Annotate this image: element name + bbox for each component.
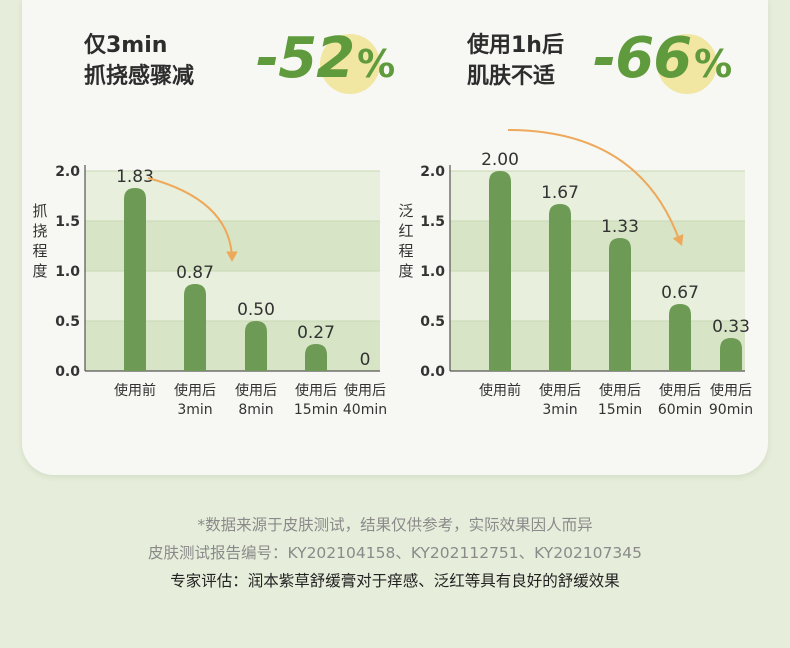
y-axis-label: 度: [32, 262, 47, 280]
highlight-blob: [657, 34, 717, 94]
bar: [669, 304, 691, 371]
y-tick-label: 1.5: [420, 214, 445, 230]
percent-left-unit: %: [357, 42, 395, 86]
footnote-expert: 专家评估：润本紫草舒缓膏对于痒感、泛红等具有良好的舒缓效果: [170, 572, 620, 590]
bar: [609, 238, 631, 371]
data-label: 1.67: [541, 183, 579, 203]
footnote-source: *数据来源于皮肤测试，结果仅供参考，实际效果因人而异: [197, 516, 593, 534]
x-tick-label: 使用后: [710, 382, 752, 399]
y-tick-label: 0.5: [420, 314, 445, 330]
data-label: 1.33: [601, 217, 639, 237]
x-tick-label: 使用后: [235, 382, 277, 399]
data-label: 0.67: [661, 283, 699, 303]
percent-left: -52%: [256, 26, 395, 91]
x-tick-label: 使用前: [479, 382, 521, 399]
x-tick-label: 3min: [542, 402, 577, 418]
bar: [720, 338, 742, 371]
x-tick-label: 使用后: [344, 382, 386, 399]
y-tick-label: 1.0: [420, 264, 445, 280]
y-axis-label: 红: [398, 222, 413, 240]
y-axis-label: 度: [398, 262, 413, 280]
headline-left-text: 仅3min 抓挠感骤减: [84, 30, 194, 92]
highlight-blob: [320, 34, 380, 94]
data-label: 0.33: [712, 317, 750, 337]
trend-arrow: [147, 177, 233, 259]
x-tick-label: 3min: [177, 402, 212, 418]
y-tick-label: 0.0: [420, 364, 445, 380]
y-tick-label: 1.5: [55, 214, 80, 230]
data-label: 0.50: [237, 300, 275, 320]
x-tick-label: 40min: [343, 402, 387, 418]
footnote-report: 皮肤测试报告编号：KY202104158、KY202112751、KY20210…: [147, 544, 642, 562]
y-axis-label: 程: [398, 242, 413, 260]
data-label: 2.00: [481, 150, 519, 170]
data-label: 0.87: [176, 263, 214, 283]
headline-right: 使用1h后 肌肤不适 -66%: [467, 26, 767, 106]
percent-right: -66%: [593, 26, 732, 91]
bar: [305, 344, 327, 371]
x-tick-label: 90min: [709, 402, 753, 418]
y-tick-label: 2.0: [55, 164, 80, 180]
bar: [184, 284, 206, 371]
bar: [549, 204, 571, 371]
headline-left: 仅3min 抓挠感骤减 -52%: [84, 26, 424, 106]
data-label: 0.27: [297, 323, 335, 343]
x-tick-label: 使用后: [539, 382, 581, 399]
data-label: 1.83: [116, 167, 154, 187]
bar: [124, 188, 146, 371]
percent-right-unit: %: [694, 42, 732, 86]
bar: [245, 321, 267, 371]
y-tick-label: 0.5: [55, 314, 80, 330]
arrowhead: [226, 251, 238, 262]
y-tick-label: 1.0: [55, 264, 80, 280]
y-tick-label: 2.0: [420, 164, 445, 180]
headline-right-line-1: 使用1h后: [467, 33, 564, 58]
y-axis-label: 抓: [32, 202, 47, 220]
y-tick-label: 0.0: [55, 364, 80, 380]
y-axis-label: 挠: [32, 222, 47, 240]
x-tick-label: 使用后: [174, 382, 216, 399]
headline-left-line-2: 抓挠感骤减: [84, 64, 195, 89]
headline-left-line-1: 仅3min: [84, 33, 168, 58]
headline-right-line-2: 肌肤不适: [467, 64, 556, 89]
y-axis-label: 泛: [398, 202, 413, 220]
data-label: 0: [360, 350, 371, 370]
x-tick-label: 使用前: [114, 382, 156, 399]
arrowhead: [672, 234, 684, 246]
x-tick-label: 60min: [658, 402, 702, 418]
x-tick-label: 使用后: [659, 382, 701, 399]
trend-arrow: [507, 129, 681, 243]
percent-left-value: -52: [256, 26, 355, 91]
x-tick-label: 使用后: [599, 382, 641, 399]
y-axis-label: 程: [32, 242, 47, 260]
x-tick-label: 使用后: [295, 382, 337, 399]
bar: [489, 171, 511, 371]
x-tick-label: 8min: [238, 402, 273, 418]
x-tick-label: 15min: [294, 402, 338, 418]
headline-right-text: 使用1h后 肌肤不适: [467, 30, 564, 92]
x-tick-label: 15min: [598, 402, 642, 418]
percent-right-value: -66: [593, 26, 692, 91]
